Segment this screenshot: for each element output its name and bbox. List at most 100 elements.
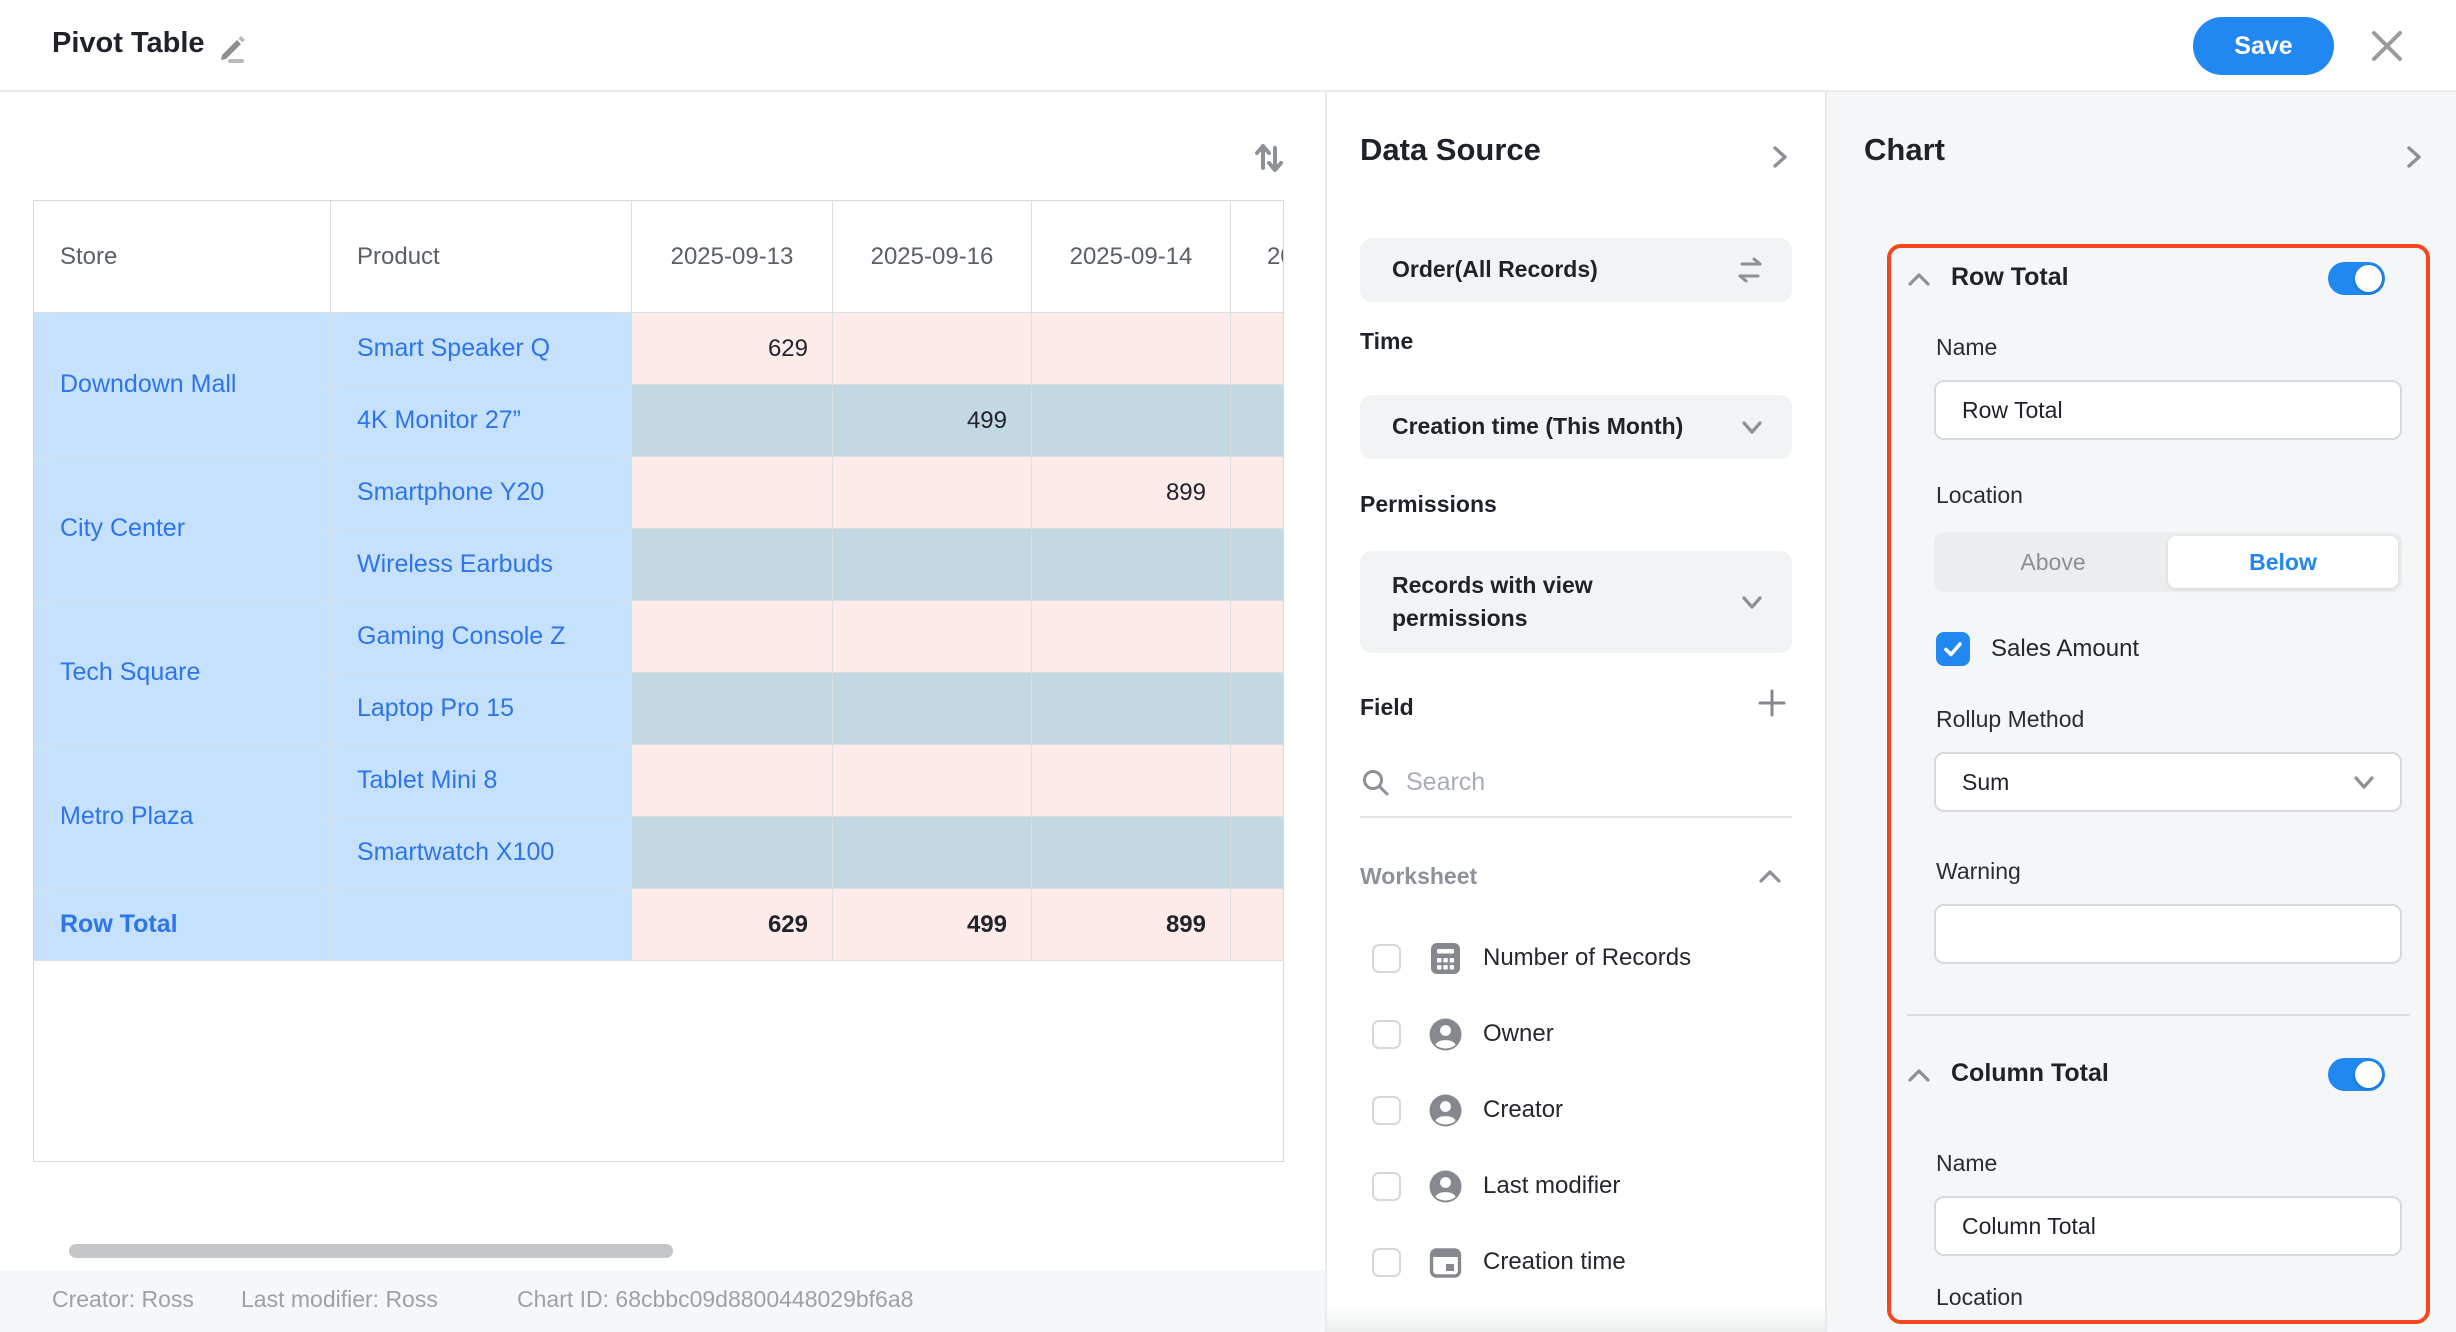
time-label: Time — [1360, 328, 1414, 354]
value-cell: 629 — [632, 313, 833, 385]
value-cell: 499 — [833, 385, 1032, 457]
pivot-preview-area: Store Product 2025-09-13 2025-09-16 2025-09-… — [0, 92, 1325, 1332]
column-total-name-input[interactable] — [1934, 1196, 2402, 1256]
row-total-value-cell: 899 — [1032, 889, 1231, 961]
chevron-down-icon — [2354, 776, 2374, 789]
field-list-item: Last modifier — [1327, 1148, 1827, 1224]
store-cell: City Center — [34, 457, 331, 601]
field-list-item: Number of Records — [1327, 920, 1827, 996]
value-cell — [833, 313, 1032, 385]
chart-meta-footer: Creator: Ross Last modifier: Ross Chart … — [0, 1270, 1325, 1332]
row-total-location-label: Location — [1936, 482, 2023, 508]
worksheet-section-label: Worksheet — [1360, 863, 1478, 889]
collapse-column-total-icon[interactable] — [1905, 1062, 1933, 1090]
location-option-above[interactable]: Above — [2020, 548, 2086, 575]
field-label: Creator — [1483, 1096, 1564, 1123]
sales-amount-row: Sales Amount — [1936, 632, 2139, 666]
person-icon — [1427, 1092, 1464, 1129]
field-checkbox[interactable] — [1372, 1172, 1401, 1201]
chart-id-label: Chart ID: 68cbbc09d8800448029bf6a8 — [517, 1286, 914, 1312]
store-cell: Metro Plaza — [34, 745, 331, 889]
permissions-value: Records with view permissions — [1392, 571, 1593, 631]
value-cell — [632, 529, 833, 601]
chevron-right-icon[interactable] — [2399, 142, 2429, 172]
product-cell: Smartwatch X100 — [331, 817, 632, 889]
field-label: Creation time — [1483, 1248, 1626, 1275]
product-cell: 4K Monitor 27” — [331, 385, 632, 457]
search-underline — [1360, 816, 1792, 818]
value-cell — [632, 601, 833, 673]
value-cell — [632, 817, 833, 889]
person-icon — [1427, 1016, 1464, 1053]
worksheet-field-list: Number of Records Owner Creator Last modifi… — [1327, 920, 1827, 1300]
product-cell: Smart Speaker Q — [331, 313, 632, 385]
rollup-method-label: Rollup Method — [1936, 706, 2085, 732]
row-total-section-title: Row Total — [1951, 263, 2069, 291]
close-icon[interactable] — [2368, 27, 2406, 65]
add-field-icon[interactable] — [1755, 686, 1789, 720]
sort-icon[interactable] — [1253, 140, 1285, 174]
calculator-icon — [1427, 940, 1464, 977]
swap-icon — [1738, 257, 1762, 283]
store-cell: Downdown Mall — [34, 313, 331, 457]
section-divider — [1907, 1014, 2410, 1016]
edit-title-icon[interactable] — [212, 28, 252, 68]
column-total-section-title: Column Total — [1951, 1059, 2109, 1087]
product-cell: Gaming Console Z — [331, 601, 632, 673]
row-total-product-cell — [331, 889, 632, 961]
row-total-toggle[interactable] — [2328, 262, 2385, 295]
chevron-up-icon[interactable] — [1755, 862, 1785, 892]
last-modifier-label: Last modifier: Ross — [241, 1286, 438, 1312]
value-cell — [1032, 313, 1231, 385]
top-bar: Pivot Table Save — [0, 0, 2456, 92]
column-header: 2025-09-14 — [1032, 201, 1231, 313]
field-label: Owner — [1483, 1020, 1554, 1047]
save-button[interactable]: Save — [2193, 17, 2334, 75]
field-checkbox[interactable] — [1372, 1096, 1401, 1125]
warning-input[interactable] — [1934, 904, 2402, 964]
toggle-knob — [2355, 265, 2382, 292]
value-cell — [632, 457, 833, 529]
product-cell: Laptop Pro 15 — [331, 673, 632, 745]
collapse-row-total-icon[interactable] — [1905, 266, 1933, 294]
field-checkbox[interactable] — [1372, 944, 1401, 973]
product-cell: Smartphone Y20 — [331, 457, 632, 529]
horizontal-scrollbar[interactable] — [69, 1244, 673, 1258]
value-cell — [1231, 457, 1283, 529]
search-input[interactable] — [1406, 767, 1736, 797]
rollup-method-value: Sum — [1962, 768, 2010, 795]
value-cell — [1032, 817, 1231, 889]
chevron-down-icon — [1742, 421, 1762, 434]
permissions-selector[interactable]: Records with view permissions — [1360, 551, 1792, 653]
sales-amount-checkbox[interactable] — [1936, 632, 1970, 666]
column-header: Product — [331, 201, 632, 313]
value-cell — [1231, 529, 1283, 601]
field-checkbox[interactable] — [1372, 1248, 1401, 1277]
data-source-selector[interactable]: Order(All Records) — [1360, 238, 1792, 302]
value-cell — [1231, 313, 1283, 385]
value-cell — [632, 673, 833, 745]
value-cell — [1032, 673, 1231, 745]
rollup-method-select[interactable]: Sum — [1934, 752, 2402, 812]
column-header: 2025-09-13 — [632, 201, 833, 313]
column-header: Store — [34, 201, 331, 313]
chart-panel-title: Chart — [1864, 132, 1945, 167]
row-total-name-input[interactable] — [1934, 380, 2402, 440]
column-total-toggle[interactable] — [2328, 1058, 2385, 1091]
field-checkbox[interactable] — [1372, 1020, 1401, 1049]
chevron-right-icon[interactable] — [1765, 142, 1795, 172]
value-cell — [1032, 745, 1231, 817]
location-segmented-control: Above Below — [1934, 532, 2402, 592]
row-total-value-cell: 499 — [833, 889, 1032, 961]
time-selector[interactable]: Creation time (This Month) — [1360, 395, 1792, 459]
panel-bottom-fade — [1327, 1306, 1825, 1332]
value-cell — [1231, 673, 1283, 745]
value-cell — [833, 457, 1032, 529]
column-total-name-label: Name — [1936, 1150, 1998, 1176]
value-cell — [833, 601, 1032, 673]
location-option-below[interactable]: Below — [2168, 536, 2398, 588]
field-label: Last modifier — [1483, 1172, 1621, 1199]
sales-amount-label: Sales Amount — [1991, 635, 2140, 662]
check-icon — [1944, 642, 1962, 657]
value-cell — [1032, 385, 1231, 457]
